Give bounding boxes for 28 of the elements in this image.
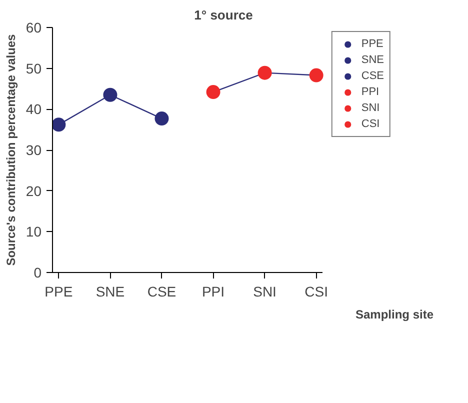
y-tick-label: 0 [34, 264, 42, 280]
legend-label: SNI [361, 102, 381, 114]
x-tick-label: SNE [96, 284, 125, 300]
x-tick-label: CSE [147, 284, 176, 300]
point [103, 88, 118, 102]
y-tick-label: 50 [26, 60, 42, 76]
point [309, 68, 324, 82]
x-tick-label: CSI [304, 284, 328, 300]
point [154, 112, 169, 126]
y-tick-label: 40 [26, 101, 42, 118]
legend-label: PPE [361, 38, 384, 50]
point [206, 85, 220, 100]
y-tick-label: 30 [26, 142, 42, 158]
y-tick-label: 20 [26, 182, 42, 199]
x-axis-title: Sampling site [355, 308, 434, 322]
legend-label: CSE [361, 70, 384, 82]
legend-label: PPI [361, 86, 380, 98]
y-axis-title: Source's contribution percentage values [4, 34, 18, 266]
x-tick-label: PPI [202, 284, 225, 300]
point [258, 66, 272, 80]
x-tick-label: SNI [253, 284, 276, 300]
y-tick-label: 10 [26, 224, 42, 240]
y-tick-label: 60 [26, 20, 42, 36]
chart-title: 1° source [194, 8, 253, 22]
x-tick-label: PPE [44, 284, 73, 300]
point [52, 118, 66, 132]
legend-label: CSI [361, 118, 381, 130]
legend-label: SNE [361, 54, 384, 66]
